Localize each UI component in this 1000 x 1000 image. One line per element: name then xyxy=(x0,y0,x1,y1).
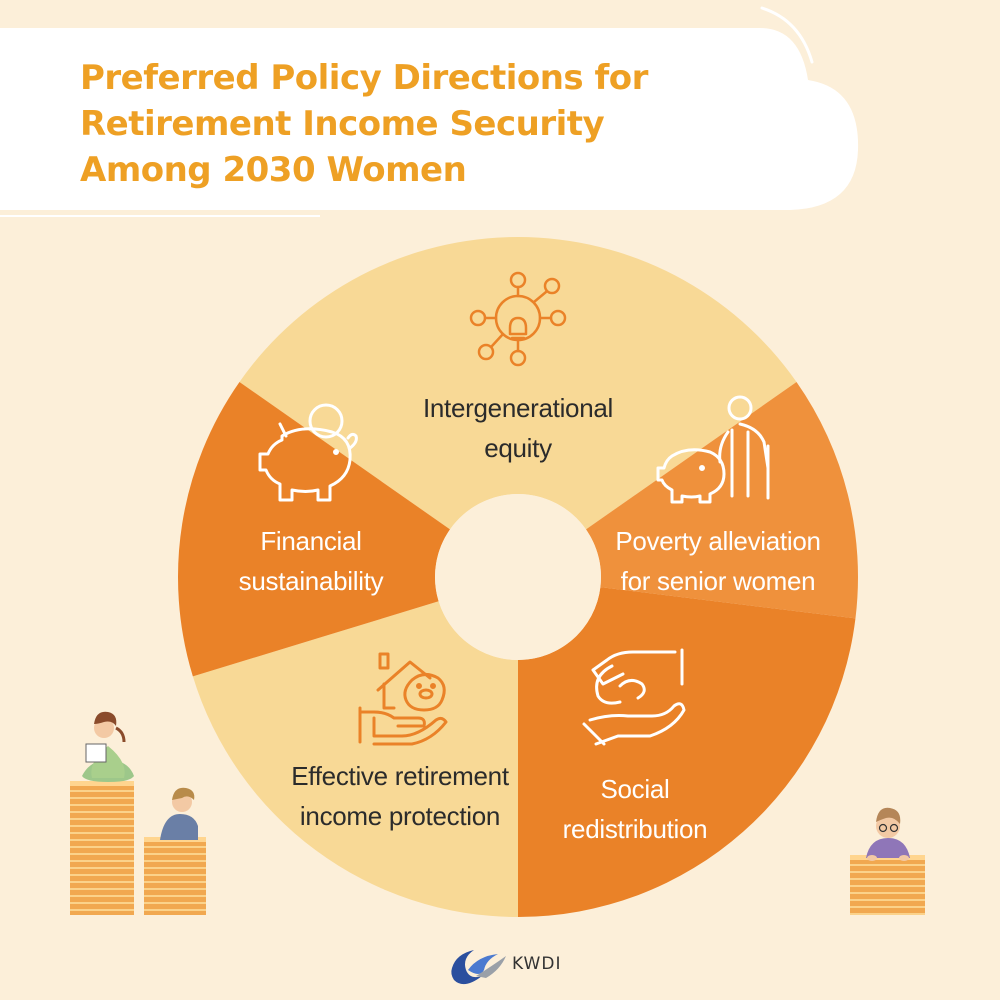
person-with-glasses-figure xyxy=(866,807,910,861)
man-sitting-figure xyxy=(160,787,198,840)
wheel-segment-financial xyxy=(178,381,451,677)
title-cloud-banner xyxy=(0,6,859,217)
segment-label-effective: Effective retirement income protection xyxy=(291,756,509,836)
policy-wheel xyxy=(178,236,858,918)
piggy-bank-coin-icon xyxy=(258,403,358,502)
segment-label-line: sustainability xyxy=(238,566,384,596)
segment-label-line: for senior women xyxy=(620,566,816,596)
segment-label-line: Financial xyxy=(260,526,362,556)
segment-label-line: income protection xyxy=(299,801,501,831)
segment-label-line: Effective retirement xyxy=(291,761,509,791)
hand-giving-money-icon xyxy=(582,648,686,746)
elderly-piggy-bank-icon xyxy=(656,395,770,504)
coin-stack-right xyxy=(850,855,925,915)
segment-label-line: Intergenerational xyxy=(422,393,614,423)
wheel-segment-intergenerational xyxy=(239,236,797,530)
coin-stack-left-short xyxy=(144,837,206,915)
kwdi-logo-mark-icon xyxy=(451,950,506,985)
lightbulb-network-icon xyxy=(469,271,567,367)
segment-label-social: Social redistribution xyxy=(563,769,708,849)
coin-stack-left-tall xyxy=(70,781,134,915)
wheel-center-hole xyxy=(435,494,601,660)
title-line-3: Among 2030 Women xyxy=(80,150,467,190)
title-line-2: Retirement Income Security xyxy=(80,104,605,144)
house-piggy-hand-icon xyxy=(358,652,448,746)
segment-label-financial: Financial sustainability xyxy=(239,521,384,601)
wheel-segment-social xyxy=(518,587,856,918)
kwdi-logo-text: KWDI xyxy=(512,954,562,974)
segment-label-line: equity xyxy=(484,433,552,463)
wheel-segment-effective xyxy=(192,601,518,917)
segment-label-intergenerational: Intergenerational equity xyxy=(423,388,613,468)
wheel-segment-poverty xyxy=(585,381,858,619)
segment-label-line: redistribution xyxy=(562,814,708,844)
title-line-1: Preferred Policy Directions for xyxy=(80,58,648,98)
segment-label-line: Social xyxy=(600,774,670,804)
coin-stack-top xyxy=(70,781,134,786)
segment-label-poverty: Poverty alleviation for senior women xyxy=(615,521,821,601)
woman-reading-figure xyxy=(82,711,134,782)
segment-label-line: Poverty alleviation xyxy=(615,526,821,556)
